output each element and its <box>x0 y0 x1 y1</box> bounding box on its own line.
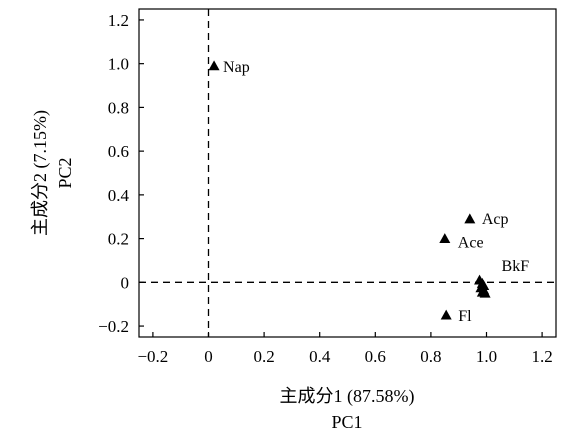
data-point-marker <box>208 60 220 71</box>
x-axis-title: 主成分1 (87.58%) <box>280 386 415 407</box>
y-tick-label: 0.4 <box>108 186 130 205</box>
data-point-marker <box>464 213 476 224</box>
x-tick-label: 0 <box>204 347 213 366</box>
data-point-marker <box>440 309 452 320</box>
point-labels: Nap Acp Ace BkF Fl <box>223 59 529 325</box>
point-label-bkf: BkF <box>502 258 530 275</box>
point-label-fl: Fl <box>458 308 472 325</box>
y-axis-subtitle: PC2 <box>55 157 75 188</box>
x-tick-label: 1.2 <box>531 347 552 366</box>
plot-area <box>138 8 557 338</box>
y-tick-label: 0.2 <box>108 230 129 249</box>
reference-lines <box>139 9 556 337</box>
x-tick-label: −0.2 <box>137 347 168 366</box>
y-tick-label: 0.6 <box>108 142 129 161</box>
y-tick-label: 1.2 <box>108 11 129 30</box>
x-axis-subtitle: PC1 <box>331 412 362 432</box>
y-tick-label: 0 <box>121 273 130 292</box>
data-points <box>208 60 491 320</box>
x-tick-label: 0.2 <box>253 347 274 366</box>
y-tick-label: −0.2 <box>98 317 129 336</box>
y-axis-ticks: −0.2 0 0.2 0.4 0.6 0.8 1.0 1.2 <box>98 11 144 336</box>
data-point-marker <box>479 287 491 298</box>
x-axis-ticks: −0.2 0 0.2 0.4 0.6 0.8 1.0 1.2 <box>137 332 553 366</box>
x-tick-label: 0.4 <box>309 347 331 366</box>
plot-frame <box>138 8 557 338</box>
point-label-ace: Ace <box>458 235 484 252</box>
y-tick-label: 1.0 <box>108 55 129 74</box>
x-tick-label: 1.0 <box>476 347 497 366</box>
x-tick-label: 0.6 <box>365 347 386 366</box>
y-axis-title: 主成分2 (7.15%) <box>30 110 51 236</box>
y-tick-label: 0.8 <box>108 98 129 117</box>
point-label-acp: Acp <box>482 211 509 228</box>
point-label-nap: Nap <box>223 59 250 76</box>
x-tick-label: 0.8 <box>420 347 441 366</box>
data-point-marker <box>439 233 451 243</box>
